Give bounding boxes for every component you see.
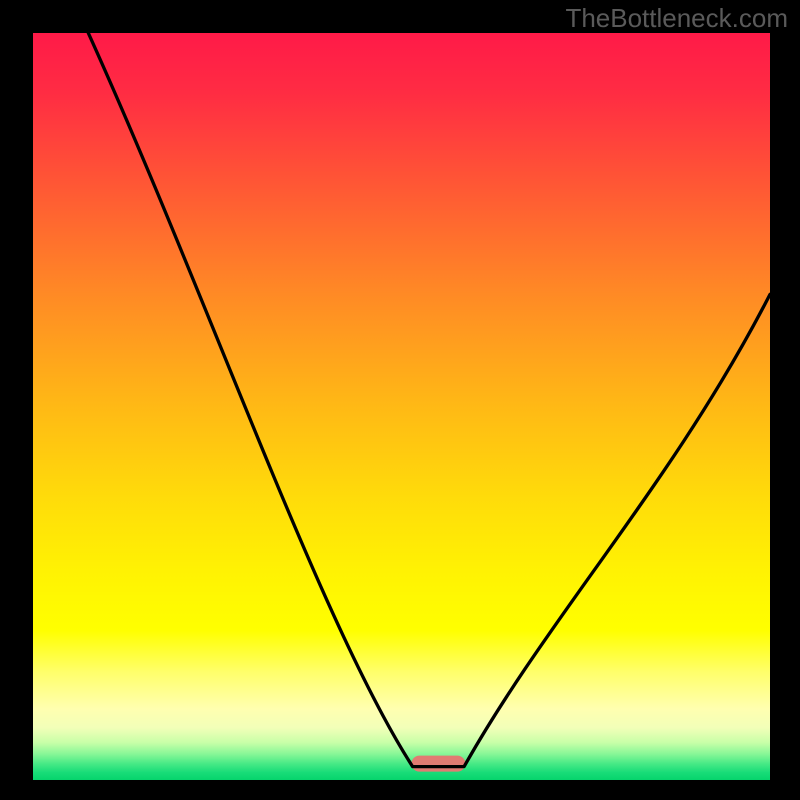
minimum-marker (411, 756, 465, 772)
chart-frame: TheBottleneck.com (0, 0, 800, 800)
plot-area (33, 33, 770, 780)
gradient-background (33, 33, 770, 780)
plot-svg (33, 33, 770, 780)
watermark-text: TheBottleneck.com (565, 3, 788, 34)
